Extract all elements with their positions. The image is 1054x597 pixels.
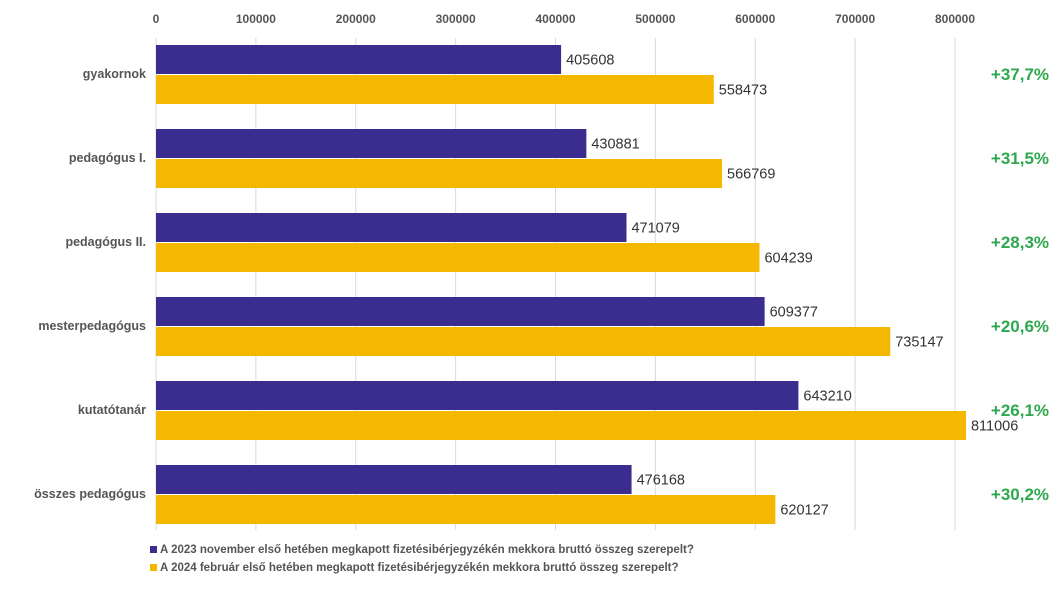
legend-entry: A 2023 november első hetében megkapott f… [160, 544, 694, 556]
x-tick-label: 200000 [336, 12, 376, 26]
category-label: összes pedagógus [34, 487, 146, 501]
legend-swatch [150, 564, 157, 571]
change-label: +20,6% [991, 317, 1049, 336]
change-label: +30,2% [991, 485, 1049, 504]
bar-feb-2024 [156, 411, 966, 440]
bar-nov-2023 [156, 381, 799, 410]
x-tick-label: 300000 [436, 12, 476, 26]
data-label: 430881 [591, 137, 639, 153]
change-label: +28,3% [991, 233, 1049, 252]
x-tick-label: 400000 [535, 12, 575, 26]
data-label: 811006 [971, 419, 1018, 435]
bar-feb-2024 [156, 75, 714, 104]
x-tick-label: 0 [153, 12, 160, 26]
bar-nov-2023 [156, 45, 562, 74]
data-label: 643210 [803, 389, 851, 405]
x-tick-label: 100000 [236, 12, 276, 26]
data-label: 566769 [727, 167, 775, 183]
x-axis-ticks: 0 100000 200000 300000 400000 500000 600000 700… [153, 12, 976, 26]
category-label: pedagógus II. [65, 235, 146, 249]
data-label: 620127 [780, 503, 828, 519]
bar-nov-2023 [156, 297, 765, 326]
category-label: mesterpedagógus [38, 319, 146, 333]
data-label: 604239 [764, 251, 812, 267]
data-label: 558473 [719, 83, 767, 99]
bar-nov-2023 [156, 129, 587, 158]
legend-swatch [150, 546, 157, 553]
data-label: 609377 [770, 305, 818, 321]
category-label: pedagógus I. [69, 151, 146, 165]
bar-feb-2024 [156, 159, 723, 188]
bar-nov-2023 [156, 213, 627, 242]
data-label: 735147 [895, 335, 943, 351]
bar-nov-2023 [156, 465, 632, 494]
legend: A 2023 november első hetében megkapott f… [150, 544, 694, 574]
bars: 405608 558473 430881 566769 471079 604239 6093… [156, 45, 1018, 524]
change-label: +26,1% [991, 401, 1049, 420]
change-label: +31,5% [991, 149, 1049, 168]
change-label: +37,7% [991, 65, 1049, 84]
x-tick-label: 800000 [935, 12, 975, 26]
category-label: kutatótanár [78, 403, 146, 417]
data-label: 405608 [566, 53, 614, 69]
category-labels: gyakornok pedagógus I. pedagógus II. mester… [34, 67, 146, 501]
gridlines [155, 38, 956, 530]
bar-feb-2024 [156, 243, 760, 272]
x-tick-label: 700000 [835, 12, 875, 26]
bar-feb-2024 [156, 327, 891, 356]
legend-entry: A 2024 február első hetében megkapott fi… [160, 562, 679, 574]
x-tick-label: 600000 [735, 12, 775, 26]
category-label: gyakornok [83, 67, 146, 81]
data-label: 476168 [637, 473, 685, 489]
change-labels: +37,7% +31,5% +28,3% +20,6% +26,1% +30,2% [991, 65, 1049, 504]
data-label: 471079 [631, 221, 679, 237]
x-tick-label: 500000 [635, 12, 675, 26]
bar-feb-2024 [156, 495, 776, 524]
